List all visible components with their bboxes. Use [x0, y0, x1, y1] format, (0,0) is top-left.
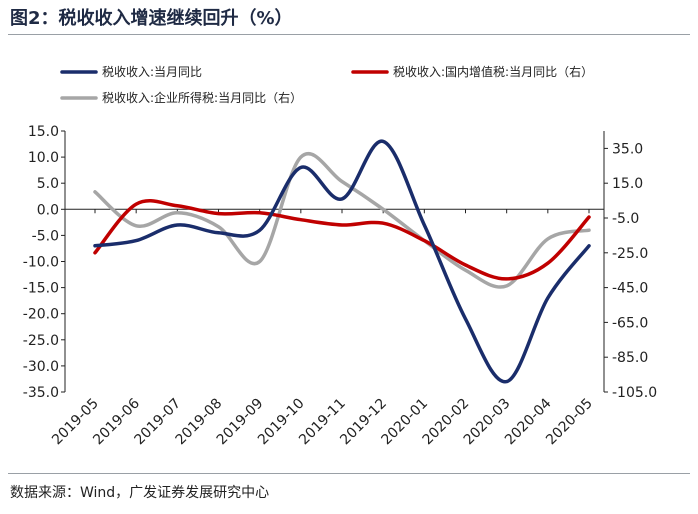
- y-left-tick-label: -5.0: [32, 228, 59, 244]
- y-right-tick-label: 15.0: [612, 176, 643, 192]
- y-left-tick-label: -25.0: [23, 333, 59, 349]
- y-left-tick-label: -35.0: [23, 385, 59, 401]
- y-left-tick-label: 5.0: [37, 176, 59, 192]
- legend-item-corporate-income-tax-label: 税收收入:企业所得税:当月同比（右）: [102, 90, 302, 105]
- y-right-tick-label: -5.0: [612, 211, 639, 227]
- figure-title: 图2：税收收入增速继续回升（%）: [10, 8, 293, 29]
- top-rule: [8, 34, 690, 35]
- series-line-vat: [93, 199, 591, 281]
- y-left-tick-label: -15.0: [23, 281, 59, 297]
- series-group: [93, 139, 591, 384]
- y-left-tick-label: 15.0: [28, 124, 59, 140]
- series-line-tax-revenue: [93, 139, 591, 384]
- y-right-tick-label: -65.0: [612, 315, 648, 331]
- y-right-tick-label: -105.0: [612, 385, 657, 401]
- series-line-corporate-income-tax: [93, 152, 591, 289]
- legend-item-vat-label: 税收收入:国内增值税:当月同比（右）: [393, 64, 593, 79]
- bottom-rule: [8, 473, 690, 474]
- legend-item-tax-revenue-label: 税收收入:当月同比: [102, 65, 202, 79]
- y-right-tick-label: -25.0: [612, 246, 648, 262]
- source-note: 数据来源：Wind，广发证券发展研究中心: [10, 485, 270, 501]
- y-left-tick-label: -20.0: [23, 307, 59, 323]
- y-right-tick-label: 35.0: [612, 141, 643, 157]
- y-left-tick-label: -10.0: [23, 255, 59, 271]
- y-left-tick-label: 0.0: [37, 202, 59, 218]
- y-right-tick-label: -85.0: [612, 350, 648, 366]
- y-right-tick-label: -45.0: [612, 281, 648, 297]
- y-left-tick-label: -30.0: [23, 359, 59, 375]
- y-left-tick-label: 10.0: [28, 150, 59, 166]
- legend: 税收收入:当月同比 税收收入:国内增值税:当月同比（右） 税收收入:企业所得税:当月…: [60, 64, 593, 105]
- axes: 15.0 10.0 5.0 0.0 -5.0 -10.0 -15.0 -20.0 -25.0 -3…: [23, 124, 657, 448]
